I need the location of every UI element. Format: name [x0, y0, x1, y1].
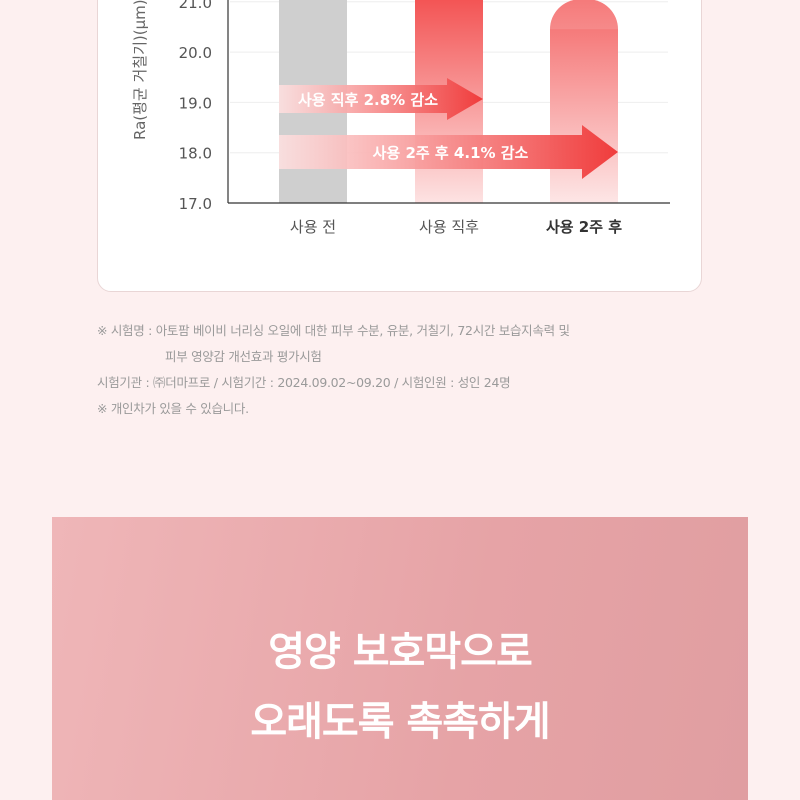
test-notes: ※ 시험명 : 아토팜 베이비 너리싱 오일에 대한 피부 수분, 유분, 거칠…	[97, 318, 570, 422]
headline-banner: 영양 보호막으로 오래도록 촉촉하게	[52, 517, 748, 800]
x-category-label: 사용 전	[290, 218, 336, 236]
y-tick-label: 21.0	[179, 0, 212, 12]
y-tick-label: 18.0	[179, 145, 212, 163]
note-disclaimer: ※ 개인차가 있을 수 있습니다.	[97, 401, 249, 416]
headline-line-1: 영양 보호막으로	[268, 629, 533, 675]
headline-line-2: 오래도록 촉촉하게	[250, 699, 550, 745]
reduction-label: 사용 2주 후 4.1% 감소	[373, 144, 529, 162]
x-category-label: 사용 직후	[419, 218, 479, 236]
y-tick-label: 19.0	[179, 94, 212, 112]
reduction-arrow-0	[279, 78, 483, 120]
note-test-name-cont: 피부 영양감 개선효과 평가시험	[165, 349, 322, 364]
note-test-info: 시험기관 : ㈜더마프로 / 시험기간 : 2024.09.02~09.20 /…	[97, 375, 511, 390]
x-category-label: 사용 2주 후	[546, 218, 622, 236]
y-tick-label: 20.0	[179, 44, 212, 62]
reduction-arrow-1	[279, 125, 618, 179]
reduction-label: 사용 직후 2.8% 감소	[298, 91, 438, 109]
y-axis-label: Ra(평균 거칠기)(μm)	[131, 0, 149, 140]
y-tick-label: 17.0	[179, 195, 212, 213]
note-test-name: ※ 시험명 : 아토팜 베이비 너리싱 오일에 대한 피부 수분, 유분, 거칠…	[97, 323, 570, 338]
